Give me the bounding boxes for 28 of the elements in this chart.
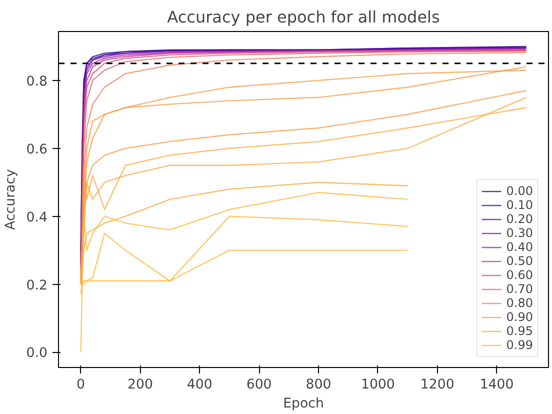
legend-label: 0.99: [506, 338, 533, 352]
legend-label: 0.95: [506, 324, 533, 338]
y-axis-title: Accuracy: [3, 168, 18, 230]
legend-label: 0.50: [506, 254, 533, 268]
x-tick-label: 0: [76, 378, 86, 392]
x-axis-title: Epoch: [283, 396, 324, 412]
legend-label: 0.60: [506, 268, 533, 282]
legend-label: 0.80: [506, 296, 533, 310]
x-tick-label: 1400: [480, 378, 514, 392]
y-tick-label: 0.4: [26, 210, 48, 226]
x-tick-label: 200: [127, 378, 153, 392]
chart-title: Accuracy per epoch for all models: [167, 8, 440, 26]
legend-label: 0.20: [506, 212, 533, 226]
x-tick-label: 800: [306, 378, 332, 392]
y-tick-label: 0.2: [26, 278, 48, 294]
y-tick-label: 0.6: [26, 142, 48, 158]
legend-label: 0.40: [506, 240, 533, 254]
y-tick-label: 0.8: [26, 74, 48, 90]
legend-label: 0.70: [506, 282, 533, 296]
y-tick-label: 0.0: [26, 346, 48, 362]
legend-label: 0.30: [506, 226, 533, 240]
x-tick-label: 1200: [420, 378, 454, 392]
x-tick-label: 1000: [360, 378, 395, 392]
x-tick-label: 600: [246, 378, 272, 392]
legend-label: 0.90: [506, 310, 533, 324]
x-tick-label: 400: [186, 378, 212, 392]
legend-label: 0.10: [506, 198, 533, 212]
legend-label: 0.00: [506, 184, 533, 198]
